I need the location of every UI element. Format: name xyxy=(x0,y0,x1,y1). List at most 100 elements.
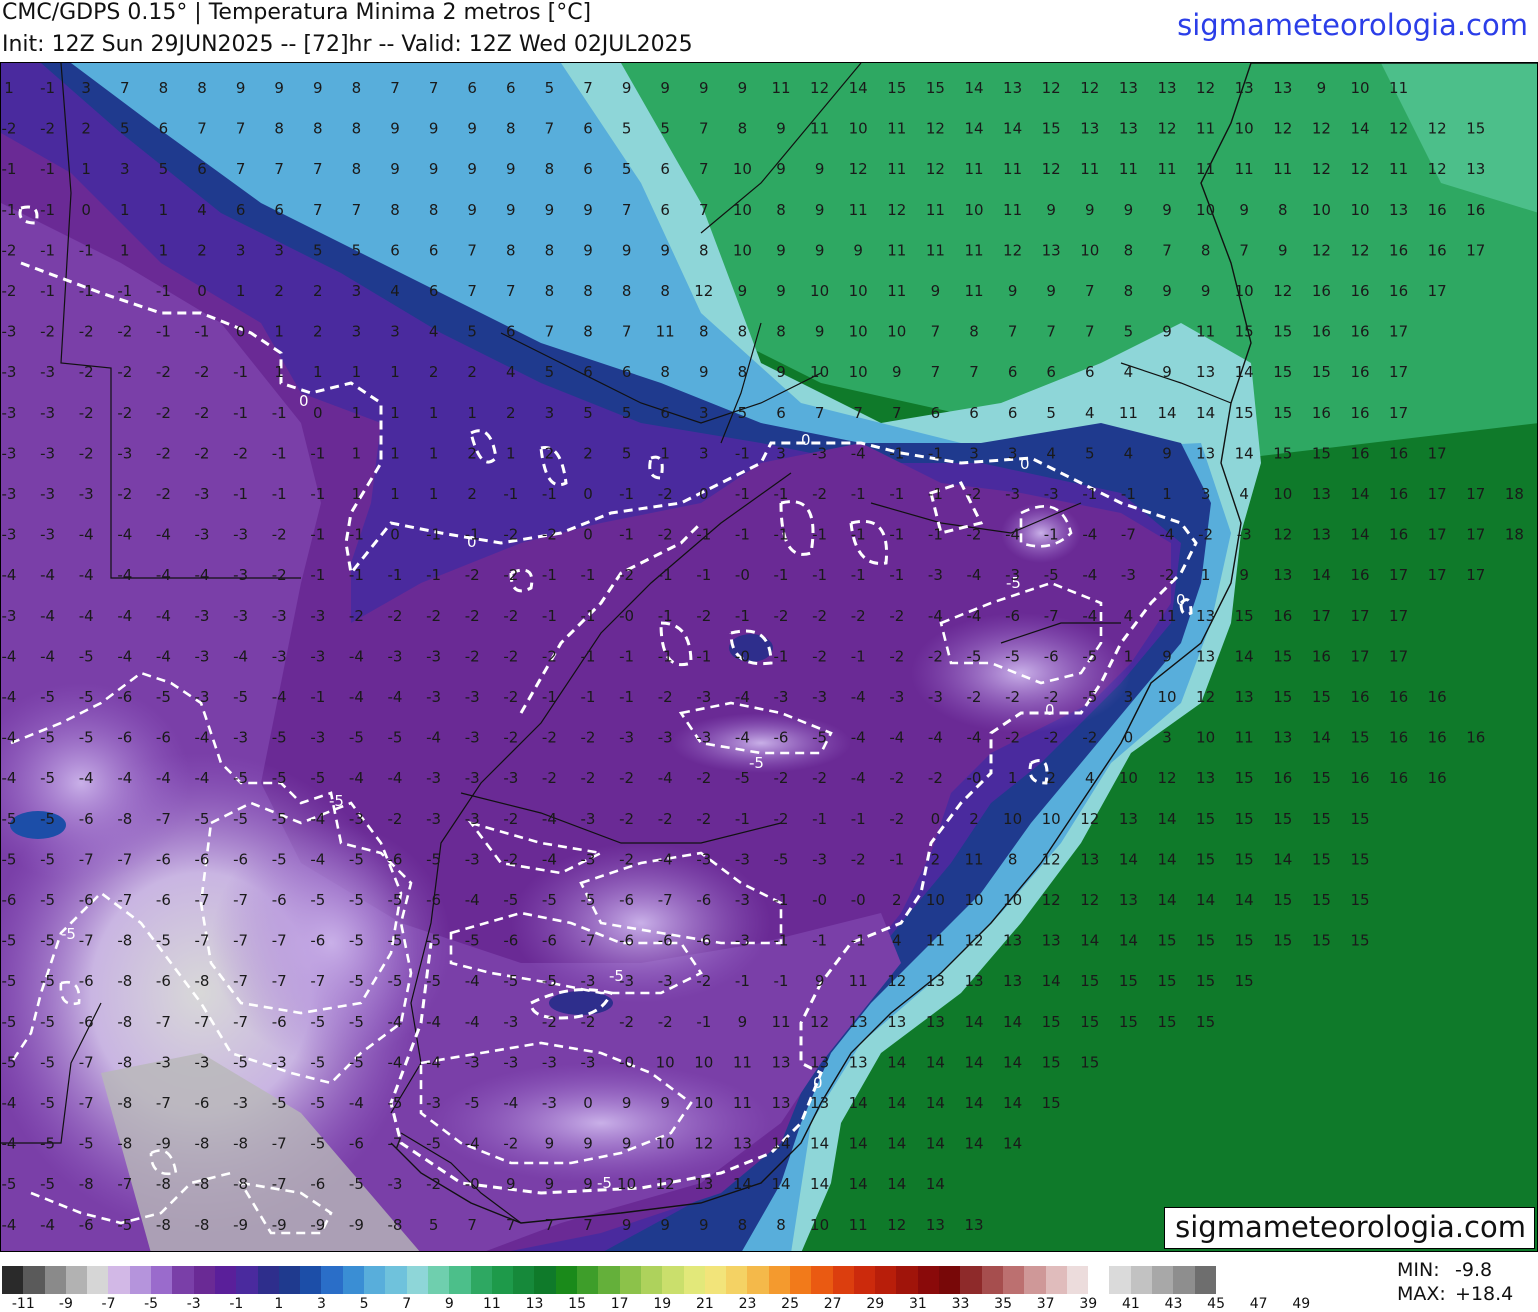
colorbar-tick-label: 7 xyxy=(402,1296,412,1312)
grid-value: -1 xyxy=(2,201,17,219)
grid-value: 7 xyxy=(236,160,246,178)
grid-value: 14 xyxy=(964,1053,983,1071)
grid-value: 2 xyxy=(506,404,516,422)
grid-value: -4 xyxy=(79,769,94,787)
grid-value: 17 xyxy=(1466,526,1485,544)
grid-value: 3 xyxy=(390,323,400,341)
colorbar-swatch xyxy=(321,1266,343,1294)
grid-value: 17 xyxy=(1428,526,1447,544)
grid-value: 11 xyxy=(926,201,945,219)
grid-value: 1 xyxy=(1008,769,1018,787)
grid-value: -3 xyxy=(503,769,518,787)
contour-label: -5 xyxy=(329,792,344,810)
grid-value: 8 xyxy=(1008,850,1018,868)
grid-value: -1 xyxy=(349,526,364,544)
grid-value: 2 xyxy=(313,282,323,300)
grid-value: -2 xyxy=(542,729,557,747)
grid-value: -5 xyxy=(310,1053,325,1071)
grid-value: -2 xyxy=(40,323,55,341)
grid-value: 9 xyxy=(892,363,902,381)
grid-value: -2 xyxy=(581,729,596,747)
grid-value: 11 xyxy=(1235,160,1254,178)
grid-value: 14 xyxy=(926,1053,945,1071)
grid-value: 0 xyxy=(197,282,207,300)
grid-value: -1 xyxy=(774,526,789,544)
colorbar-swatch xyxy=(726,1266,748,1294)
grid-value: 8 xyxy=(313,120,323,138)
grid-value: -2 xyxy=(1044,729,1059,747)
grid-value: -4 xyxy=(465,1135,480,1153)
grid-value: 1 xyxy=(81,160,91,178)
brand-link[interactable]: sigmameteorologia.com xyxy=(1177,8,1528,42)
grid-value: 4 xyxy=(390,282,400,300)
grid-value: -7 xyxy=(156,1013,171,1031)
grid-value: 15 xyxy=(1042,120,1061,138)
grid-value: 9 xyxy=(429,160,439,178)
grid-value: 14 xyxy=(1003,120,1022,138)
grid-value: 7 xyxy=(1085,282,1095,300)
grid-value: 6 xyxy=(1046,363,1056,381)
grid-value: -3 xyxy=(195,688,210,706)
grid-value: -3 xyxy=(658,729,673,747)
grid-value: 14 xyxy=(1196,891,1215,909)
grid-value: -4 xyxy=(967,607,982,625)
colorbar-swatch xyxy=(300,1266,322,1294)
grid-value: -8 xyxy=(117,972,132,990)
grid-value: 6 xyxy=(159,120,169,138)
grid-value: -2 xyxy=(619,810,634,828)
grid-value: 10 xyxy=(1350,79,1369,97)
grid-value: 8 xyxy=(545,160,555,178)
grid-value: -6 xyxy=(156,729,171,747)
grid-value: 15 xyxy=(1312,850,1331,868)
grid-value: -5 xyxy=(388,972,403,990)
grid-value: 14 xyxy=(887,1175,906,1193)
grid-value: -1 xyxy=(619,526,634,544)
colorbar-tick-label: 49 xyxy=(1292,1296,1311,1312)
grid-value: 13 xyxy=(1273,79,1292,97)
grid-value: -3 xyxy=(928,566,943,584)
grid-value: -2 xyxy=(465,566,480,584)
grid-value: 10 xyxy=(733,201,752,219)
grid-value: -1 xyxy=(542,688,557,706)
colorbar-swatch xyxy=(704,1266,727,1294)
grid-value: 9 xyxy=(1317,79,1327,97)
colorbar-swatch xyxy=(853,1266,876,1294)
grid-value: -5 xyxy=(40,891,55,909)
grid-value: -2 xyxy=(619,1013,634,1031)
grid-value: 8 xyxy=(352,120,362,138)
grid-value: -2 xyxy=(619,566,634,584)
grid-value: 1 xyxy=(4,79,14,97)
grid-value: 14 xyxy=(1235,363,1254,381)
grid-value: -6 xyxy=(117,688,132,706)
grid-value: 9 xyxy=(815,160,825,178)
grid-value: -2 xyxy=(1082,729,1097,747)
grid-value: 17 xyxy=(1389,404,1408,422)
title-line-2: Init: 12Z Sun 29JUN2025 -- [72]hr -- Val… xyxy=(2,32,693,57)
grid-value: -6 xyxy=(195,850,210,868)
grid-value: -2 xyxy=(967,485,982,503)
grid-value: 8 xyxy=(738,323,748,341)
colorbar-tick-label: 29 xyxy=(866,1296,885,1312)
grid-value: 17 xyxy=(1428,444,1447,462)
grid-value: 8 xyxy=(197,79,207,97)
grid-value: -3 xyxy=(2,607,17,625)
grid-value: -7 xyxy=(195,1013,210,1031)
grid-value: 12 xyxy=(1350,160,1369,178)
grid-value: -8 xyxy=(117,1135,132,1153)
grid-value: -6 xyxy=(2,891,17,909)
grid-value: 0 xyxy=(1124,729,1134,747)
grid-value: 16 xyxy=(1389,282,1408,300)
grid-value: 7 xyxy=(699,201,709,219)
grid-value: -5 xyxy=(542,972,557,990)
grid-value: -2 xyxy=(581,1013,596,1031)
grid-value: 14 xyxy=(887,1053,906,1071)
temperature-map: 0 0 0 0 0 0 0 -5 -5 -5 -5 -5 -5 1 -1 3 7 8 8 9… xyxy=(0,62,1538,1252)
grid-value: 13 xyxy=(810,1053,829,1071)
grid-value: 13 xyxy=(1196,769,1215,787)
grid-value: -0 xyxy=(465,1175,480,1193)
grid-value: -2 xyxy=(349,607,364,625)
grid-value: 6 xyxy=(506,79,516,97)
grid-value: 3 xyxy=(1201,485,1211,503)
grid-value: 10 xyxy=(849,323,868,341)
grid-value: -4 xyxy=(388,1013,403,1031)
